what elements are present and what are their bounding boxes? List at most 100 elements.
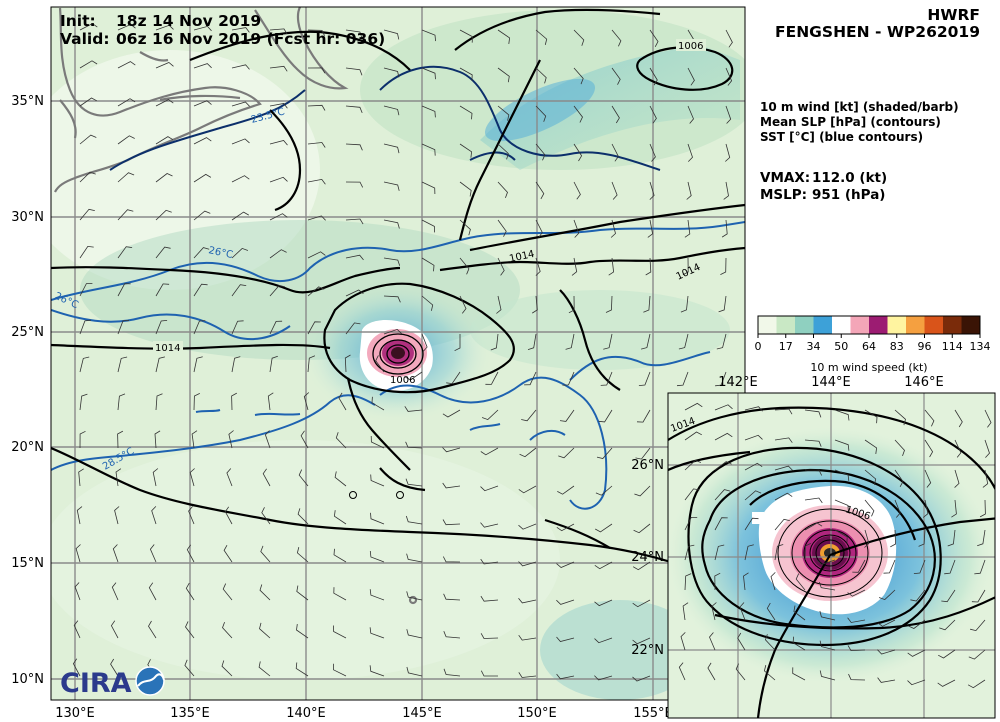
wind-barb — [518, 634, 537, 641]
wind-barb — [535, 143, 546, 161]
wind-barb — [531, 295, 538, 314]
colorbar-tick-label: 17 — [779, 340, 793, 353]
wind-barb — [764, 634, 776, 651]
wind-barb — [155, 283, 170, 297]
wind-barb — [715, 371, 727, 387]
wind-barb — [442, 447, 461, 453]
wind-barb — [834, 409, 850, 421]
wind-barb — [938, 649, 956, 659]
wind-barb — [634, 485, 651, 497]
wind-barb — [682, 602, 689, 621]
title-block: Init: 18z 14 Nov 2019 Valid: 06z 16 Nov … — [60, 12, 385, 48]
wind-barb — [737, 632, 746, 651]
wind-barb — [518, 485, 537, 494]
wind-barb — [804, 543, 811, 561]
lat-label: 22°N — [631, 643, 664, 658]
wind-barb — [535, 219, 543, 238]
wind-barb — [222, 583, 233, 601]
wind-barbs — [72, 23, 733, 684]
wind-barb — [559, 409, 575, 422]
wind-barb — [649, 143, 656, 162]
wind-barb — [743, 572, 749, 591]
wind-barb — [636, 409, 651, 423]
colorbar-tick-label: 34 — [807, 340, 821, 353]
map-frame — [50, 6, 746, 701]
wind-barb — [678, 662, 686, 681]
wind-barb — [369, 665, 385, 677]
wind-barb — [224, 506, 233, 525]
wind-barb — [369, 550, 385, 563]
wind-barb — [847, 589, 866, 597]
wind-barb — [676, 371, 689, 387]
wind-barb — [611, 143, 619, 162]
wind-barb — [269, 285, 286, 297]
wind-barb — [345, 322, 361, 335]
wind-barb — [79, 319, 91, 335]
wind-barb — [611, 105, 620, 124]
wind-barb — [307, 178, 326, 185]
wind-barb — [684, 459, 702, 471]
cira-logo: CIRA — [60, 666, 165, 699]
wind-barb — [259, 584, 271, 601]
wind-barb — [228, 430, 234, 449]
colorbar-tick-label: 0 — [755, 340, 762, 353]
wind-barb — [716, 333, 727, 350]
wind-barb — [496, 295, 502, 314]
wind-barb — [262, 468, 271, 487]
wind-barb — [383, 295, 401, 303]
wind-barb — [573, 105, 583, 123]
wind-barb — [635, 447, 651, 460]
wind-barb — [518, 523, 537, 530]
lat-label: 20°N — [11, 440, 44, 455]
lat-label: 24°N — [631, 550, 664, 565]
lat-axis: 35°N 30°N 25°N 20°N 15°N 10°N — [11, 94, 44, 687]
wind-barb — [894, 439, 905, 457]
wind-barb — [188, 506, 195, 525]
wind-barb — [345, 67, 363, 76]
wind-barb — [497, 67, 510, 83]
wind-barb — [189, 468, 195, 487]
colorbar-tick-label: 134 — [970, 340, 991, 353]
wind-barb — [258, 661, 271, 677]
wind-barb — [573, 67, 584, 85]
wind-barb — [774, 465, 793, 471]
wind-barb — [231, 284, 247, 297]
lon-axis: 130°E 135°E 140°E 145°E 150°E 155°E — [55, 706, 673, 721]
lon-label: 150°E — [517, 706, 557, 721]
init-label: Init: — [60, 12, 96, 30]
wind-barb — [117, 209, 134, 221]
wind-barb — [307, 104, 326, 111]
inset-storm-rings — [777, 508, 883, 598]
wind-barb — [193, 247, 210, 259]
wind-barb — [910, 589, 926, 602]
wind-barb — [333, 548, 347, 563]
wind-barb — [556, 523, 575, 532]
wind-barb — [345, 105, 363, 114]
wind-barb — [405, 441, 423, 449]
wind-barb — [632, 637, 651, 645]
wind-barb — [443, 593, 461, 601]
wind-barb — [687, 105, 694, 124]
wind-barb — [834, 529, 848, 543]
wind-barb — [497, 257, 505, 276]
wind-barb — [333, 663, 347, 677]
wind-barb — [924, 409, 935, 427]
wind-barb — [941, 589, 956, 603]
small-contour — [396, 491, 404, 499]
wind-barb — [535, 67, 547, 84]
wind-barb — [264, 430, 271, 449]
wind-barb — [307, 251, 326, 259]
wind-barb — [600, 371, 613, 386]
wind-barb — [148, 582, 157, 601]
wind-barb — [307, 215, 326, 221]
wind-barb — [519, 447, 537, 458]
storm-contour-rings — [372, 333, 424, 375]
wind-barb — [687, 143, 693, 162]
wind-barb — [864, 409, 878, 424]
wind-barb — [231, 356, 241, 373]
vmax-label: VMAX: — [760, 170, 810, 186]
wind-barb — [76, 506, 83, 525]
info-panel: HWRF FENGSHEN - WP262019 10 m wind [kt] … — [760, 6, 980, 203]
sst-label: 26°C — [207, 245, 233, 261]
wind-barb — [535, 181, 545, 200]
